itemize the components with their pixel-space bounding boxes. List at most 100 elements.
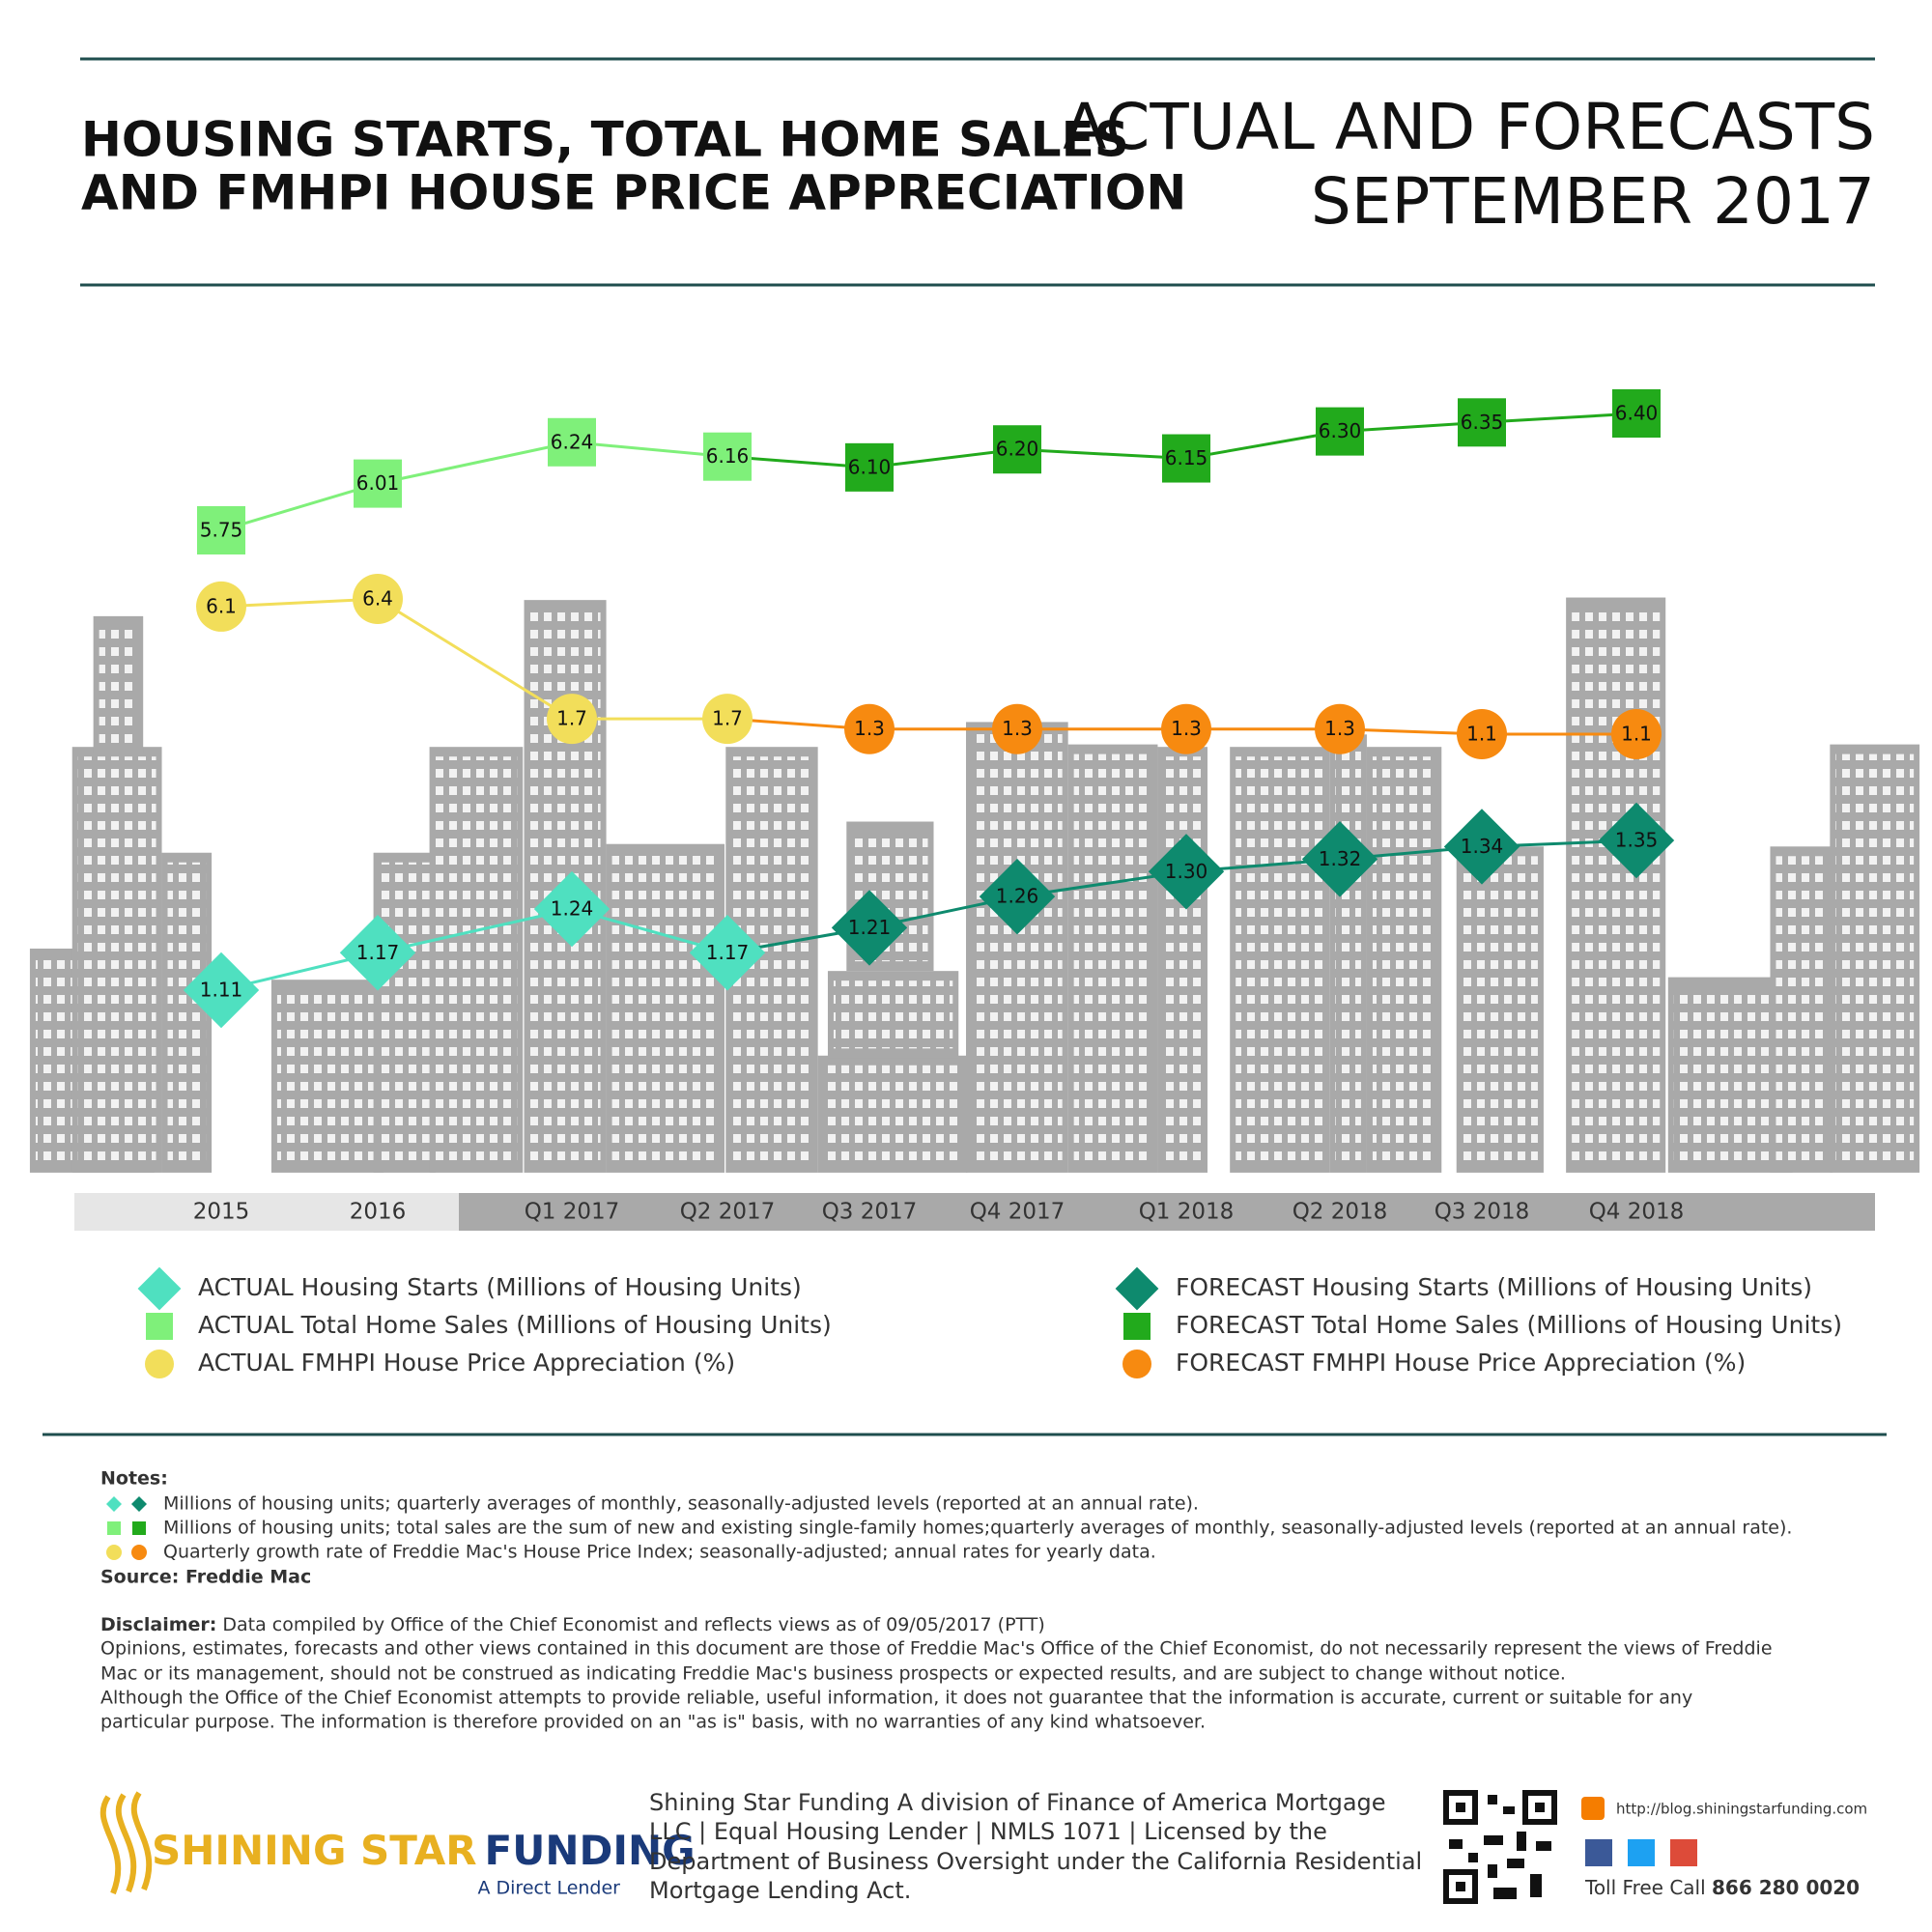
point bbox=[1301, 821, 1378, 897]
phone: Toll Free Call 866 280 0020 bbox=[1584, 1876, 1860, 1899]
legend-label: FORECAST Housing Starts (Millions of Hou… bbox=[1176, 1273, 1812, 1301]
logo-mark bbox=[99, 1791, 153, 1895]
disclaimer-text: Data compiled by Office of the Chief Eco… bbox=[216, 1614, 1044, 1635]
windows bbox=[1335, 744, 1361, 1163]
legend-label: ACTUAL Housing Starts (Millions of Housi… bbox=[198, 1273, 802, 1301]
point bbox=[831, 890, 908, 966]
legend-marker bbox=[1122, 1350, 1151, 1378]
data-label: 1.17 bbox=[706, 941, 750, 964]
company-line: Shining Star Funding A division of Finan… bbox=[649, 1789, 1386, 1816]
disclaimer-line: particular purpose. The information is t… bbox=[100, 1712, 1206, 1733]
axis-band bbox=[74, 1193, 459, 1231]
note-icon bbox=[107, 1521, 121, 1535]
legend-label: ACTUAL FMHPI House Price Appreciation (%… bbox=[198, 1349, 735, 1377]
windows bbox=[1163, 756, 1202, 1163]
note-line: Millions of housing units; quarterly ave… bbox=[163, 1493, 1199, 1515]
windows bbox=[435, 756, 518, 1163]
point bbox=[354, 459, 402, 508]
x-tick-label: Q3 2018 bbox=[1435, 1200, 1530, 1225]
point bbox=[339, 915, 416, 991]
company-line: Mortgage Lending Act. bbox=[649, 1877, 911, 1904]
data-label: 1.3 bbox=[854, 717, 885, 740]
notes-heading: Notes: bbox=[100, 1468, 168, 1490]
facebook-icon[interactable] bbox=[1585, 1839, 1612, 1866]
twitter-icon[interactable] bbox=[1628, 1839, 1655, 1866]
series-line bbox=[220, 440, 728, 532]
point bbox=[196, 581, 246, 632]
windows bbox=[1673, 986, 1787, 1163]
point bbox=[1611, 709, 1662, 759]
phone-number: 866 280 0020 bbox=[1712, 1876, 1860, 1899]
point bbox=[1598, 802, 1675, 879]
point bbox=[1148, 834, 1225, 910]
point bbox=[353, 574, 403, 624]
series-line bbox=[220, 597, 727, 721]
data-label: 1.1 bbox=[1466, 723, 1497, 746]
note-icon bbox=[131, 1545, 147, 1560]
point bbox=[1443, 809, 1520, 885]
disclaimer-first: Disclaimer: Data compiled by Office of t… bbox=[100, 1614, 1045, 1635]
gplus-icon[interactable] bbox=[1670, 1839, 1697, 1866]
point bbox=[533, 870, 611, 948]
windows bbox=[77, 756, 156, 1163]
url[interactable]: http://blog.shiningstarfunding.com bbox=[1616, 1801, 1867, 1818]
legend-marker bbox=[1115, 1266, 1159, 1311]
blog-icon[interactable] bbox=[1581, 1797, 1605, 1820]
subtitle-line: ACTUAL AND FORECASTS bbox=[1063, 90, 1875, 164]
logo-a: SHINING STAR bbox=[152, 1827, 477, 1874]
point bbox=[1162, 434, 1210, 483]
point bbox=[993, 425, 1041, 474]
x-tick-label: Q4 2017 bbox=[970, 1200, 1065, 1225]
x-tick-label: 2015 bbox=[193, 1200, 250, 1225]
windows bbox=[1462, 856, 1538, 1163]
windows bbox=[99, 625, 138, 744]
x-tick-label: Q2 2018 bbox=[1293, 1200, 1388, 1225]
data-label: 1.3 bbox=[1324, 717, 1355, 740]
disclaimer-line: Opinions, estimates, forecasts and other… bbox=[100, 1638, 1773, 1660]
data-label: 6.24 bbox=[551, 430, 594, 453]
point bbox=[845, 442, 894, 492]
legend-label: FORECAST Total Home Sales (Millions of H… bbox=[1176, 1311, 1842, 1339]
title: HOUSING STARTS, TOTAL HOME SALES AND FMH… bbox=[81, 112, 1186, 221]
data-label: 5.75 bbox=[200, 519, 243, 542]
note-icon bbox=[132, 1521, 146, 1535]
windows bbox=[1572, 607, 1661, 1163]
point bbox=[702, 694, 753, 745]
x-tick-label: 2016 bbox=[350, 1200, 407, 1225]
logo: SHINING STAR FUNDING bbox=[152, 1827, 696, 1874]
skyline bbox=[29, 597, 1920, 1173]
source: Source: Freddie Mac bbox=[100, 1567, 311, 1588]
windows bbox=[1236, 756, 1324, 1163]
data-label: 6.35 bbox=[1461, 411, 1504, 434]
notes: Notes: Millions of housing units; quarte… bbox=[100, 1468, 1792, 1733]
legend-label: FORECAST FMHPI House Price Appreciation … bbox=[1176, 1349, 1746, 1377]
data-label: 1.3 bbox=[1171, 717, 1202, 740]
point bbox=[1457, 709, 1507, 759]
x-tick-label: Q1 2018 bbox=[1139, 1200, 1235, 1225]
logo-b: FUNDING bbox=[485, 1827, 696, 1874]
data-label: 6.30 bbox=[1319, 419, 1362, 442]
data-label: 1.21 bbox=[848, 916, 892, 939]
point bbox=[1315, 703, 1365, 754]
series-line bbox=[868, 412, 1637, 469]
footer: SHINING STAR FUNDING A Direct Lender Shin… bbox=[99, 1789, 1867, 1904]
windows bbox=[823, 1065, 962, 1163]
data-label: 6.16 bbox=[706, 444, 750, 468]
windows bbox=[167, 862, 207, 1163]
data-label: 6.10 bbox=[848, 455, 892, 478]
point bbox=[197, 506, 245, 554]
disclaimer-label: Disclaimer: bbox=[100, 1614, 216, 1635]
axis-band bbox=[459, 1193, 1875, 1231]
legend-marker bbox=[137, 1266, 182, 1311]
windows bbox=[833, 980, 953, 1049]
point bbox=[703, 432, 752, 481]
x-tick-label: Q3 2017 bbox=[822, 1200, 918, 1225]
point bbox=[689, 915, 766, 991]
data-label: 1.24 bbox=[551, 897, 594, 921]
disclaimer-line: Mac or its management, should not be con… bbox=[100, 1663, 1566, 1685]
point bbox=[548, 417, 596, 467]
windows bbox=[972, 731, 1063, 1163]
legend-marker bbox=[1123, 1313, 1151, 1340]
windows bbox=[1776, 856, 1827, 1163]
